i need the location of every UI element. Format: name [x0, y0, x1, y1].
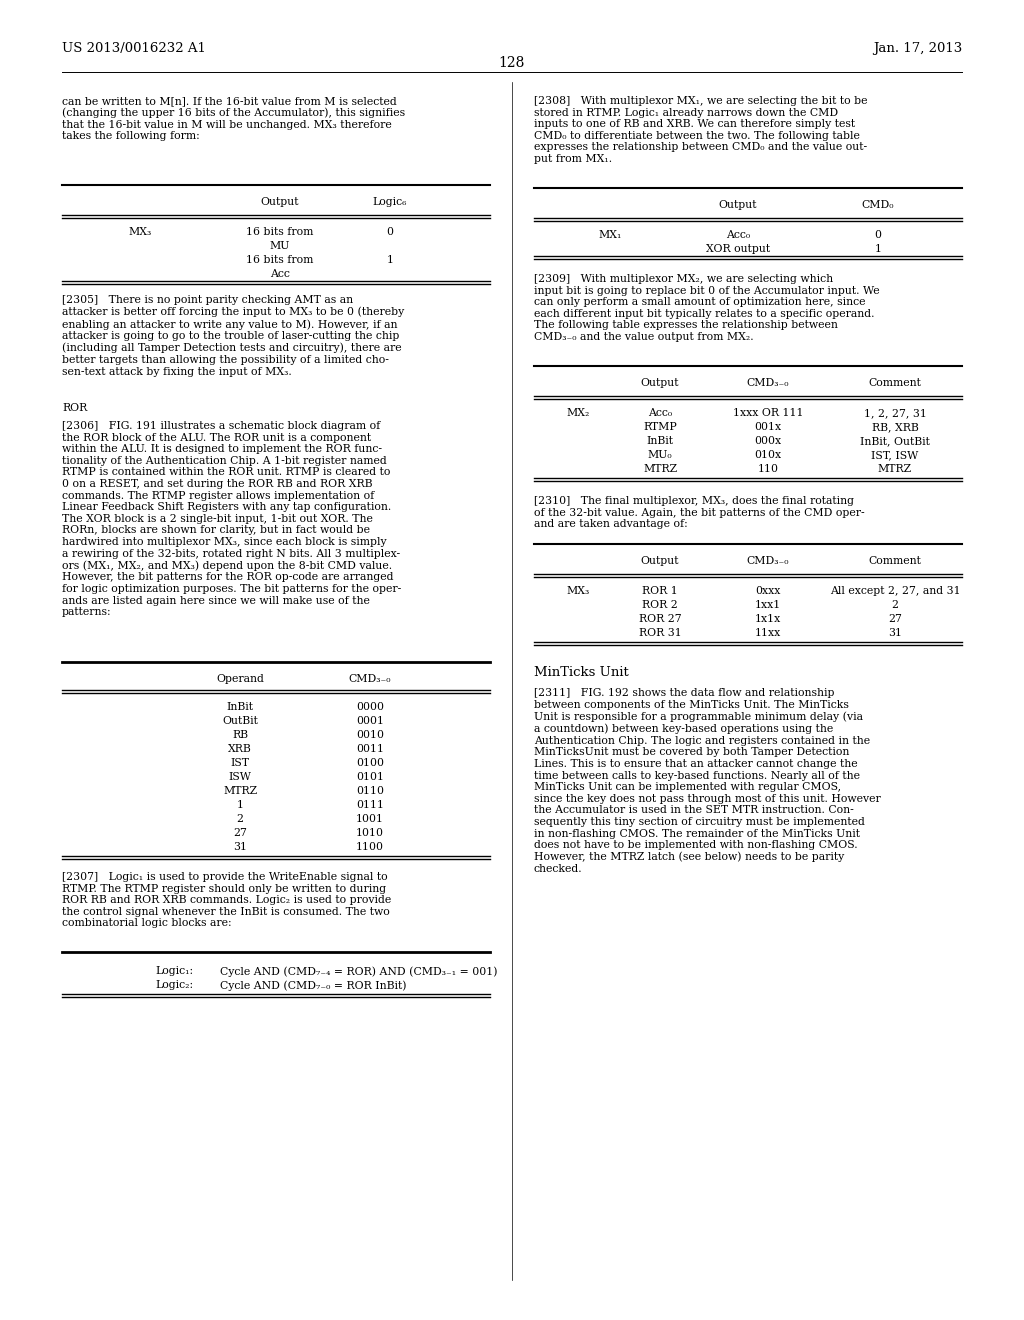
Text: Logic₁:: Logic₁:: [155, 966, 194, 975]
Text: [2309]   With multiplexor MX₂, we are selecting which
input bit is going to repl: [2309] With multiplexor MX₂, we are sele…: [534, 275, 880, 342]
Text: Acc: Acc: [270, 269, 290, 279]
Text: CMD₀: CMD₀: [862, 201, 894, 210]
Text: 0xxx: 0xxx: [756, 586, 780, 597]
Text: 1: 1: [874, 244, 882, 253]
Text: ROR: ROR: [62, 403, 87, 413]
Text: 0: 0: [386, 227, 393, 238]
Text: Output: Output: [261, 197, 299, 207]
Text: [2308]   With multiplexor MX₁, we are selecting the bit to be
stored in RTMP. Lo: [2308] With multiplexor MX₁, we are sele…: [534, 96, 867, 164]
Text: IST: IST: [230, 758, 250, 768]
Text: ROR 2: ROR 2: [642, 601, 678, 610]
Text: 0001: 0001: [356, 715, 384, 726]
Text: Logic₆: Logic₆: [373, 197, 408, 207]
Text: 1xxx OR 111: 1xxx OR 111: [733, 408, 803, 418]
Text: 010x: 010x: [755, 450, 781, 459]
Text: MU₀: MU₀: [648, 450, 673, 459]
Text: 001x: 001x: [755, 422, 781, 432]
Text: 31: 31: [233, 842, 247, 851]
Text: InBit, OutBit: InBit, OutBit: [860, 436, 930, 446]
Text: Acc₀: Acc₀: [726, 230, 750, 240]
Text: MX₃: MX₃: [566, 586, 590, 597]
Text: 31: 31: [888, 628, 902, 638]
Text: IST, ISW: IST, ISW: [871, 450, 919, 459]
Text: RB, XRB: RB, XRB: [871, 422, 919, 432]
Text: 1x1x: 1x1x: [755, 614, 781, 624]
Text: All except 2, 27, and 31: All except 2, 27, and 31: [829, 586, 961, 597]
Text: Comment: Comment: [868, 556, 922, 566]
Text: 1xx1: 1xx1: [755, 601, 781, 610]
Text: CMD₃₋₀: CMD₃₋₀: [746, 378, 790, 388]
Text: ROR 1: ROR 1: [642, 586, 678, 597]
Text: 27: 27: [888, 614, 902, 624]
Text: 0011: 0011: [356, 744, 384, 754]
Text: RTMP: RTMP: [643, 422, 677, 432]
Text: CMD₃₋₀: CMD₃₋₀: [746, 556, 790, 566]
Text: Jan. 17, 2013: Jan. 17, 2013: [872, 42, 962, 55]
Text: 1010: 1010: [356, 828, 384, 838]
Text: Cycle AND (CMD₇₋₄ = ROR) AND (CMD₃₋₁ = 001): Cycle AND (CMD₇₋₄ = ROR) AND (CMD₃₋₁ = 0…: [220, 966, 498, 977]
Text: [2306]   FIG. 191 illustrates a schematic block diagram of
the ROR block of the : [2306] FIG. 191 illustrates a schematic …: [62, 421, 401, 618]
Text: Logic₂:: Logic₂:: [155, 979, 194, 990]
Text: ISW: ISW: [228, 772, 252, 781]
Text: US 2013/0016232 A1: US 2013/0016232 A1: [62, 42, 206, 55]
Text: 1001: 1001: [356, 814, 384, 824]
Text: Acc₀: Acc₀: [648, 408, 672, 418]
Text: 1: 1: [386, 255, 393, 265]
Text: 128: 128: [499, 55, 525, 70]
Text: 2: 2: [237, 814, 244, 824]
Text: 11xx: 11xx: [755, 628, 781, 638]
Text: 0010: 0010: [356, 730, 384, 741]
Text: ROR 27: ROR 27: [639, 614, 681, 624]
Text: Cycle AND (CMD₇₋₀ = ROR InBit): Cycle AND (CMD₇₋₀ = ROR InBit): [220, 979, 407, 990]
Text: 0000: 0000: [356, 702, 384, 711]
Text: MX₁: MX₁: [598, 230, 622, 240]
Text: MinTicks Unit: MinTicks Unit: [534, 667, 629, 678]
Text: MX₂: MX₂: [566, 408, 590, 418]
Text: Output: Output: [641, 378, 679, 388]
Text: 16 bits from: 16 bits from: [247, 227, 313, 238]
Text: 27: 27: [233, 828, 247, 838]
Text: can be written to M[n]. If the 16-bit value from M is selected
(changing the upp: can be written to M[n]. If the 16-bit va…: [62, 96, 406, 141]
Text: 0: 0: [874, 230, 882, 240]
Text: InBit: InBit: [646, 436, 674, 446]
Text: Output: Output: [641, 556, 679, 566]
Text: InBit: InBit: [226, 702, 254, 711]
Text: Comment: Comment: [868, 378, 922, 388]
Text: XRB: XRB: [228, 744, 252, 754]
Text: 000x: 000x: [755, 436, 781, 446]
Text: Output: Output: [719, 201, 758, 210]
Text: 1100: 1100: [356, 842, 384, 851]
Text: MTRZ: MTRZ: [223, 785, 257, 796]
Text: [2307]   Logic₁ is used to provide the WriteEnable signal to
RTMP. The RTMP regi: [2307] Logic₁ is used to provide the Wri…: [62, 873, 391, 928]
Text: 1, 2, 27, 31: 1, 2, 27, 31: [863, 408, 927, 418]
Text: [2305]   There is no point parity checking AMT as an
attacker is better off forc: [2305] There is no point parity checking…: [62, 294, 404, 376]
Text: [2310]   The final multiplexor, MX₃, does the final rotating
of the 32-bit value: [2310] The final multiplexor, MX₃, does …: [534, 496, 864, 529]
Text: Operand: Operand: [216, 675, 264, 684]
Text: 110: 110: [758, 465, 778, 474]
Text: RB: RB: [232, 730, 248, 741]
Text: 16 bits from: 16 bits from: [247, 255, 313, 265]
Text: [2311]   FIG. 192 shows the data flow and relationship
between components of the: [2311] FIG. 192 shows the data flow and …: [534, 688, 881, 874]
Text: MU: MU: [269, 242, 290, 251]
Text: 0110: 0110: [356, 785, 384, 796]
Text: MTRZ: MTRZ: [878, 465, 912, 474]
Text: OutBit: OutBit: [222, 715, 258, 726]
Text: ROR 31: ROR 31: [639, 628, 681, 638]
Text: MTRZ: MTRZ: [643, 465, 677, 474]
Text: 0100: 0100: [356, 758, 384, 768]
Text: 2: 2: [892, 601, 898, 610]
Text: 0101: 0101: [356, 772, 384, 781]
Text: 0111: 0111: [356, 800, 384, 810]
Text: MX₃: MX₃: [128, 227, 152, 238]
Text: 1: 1: [237, 800, 244, 810]
Text: XOR output: XOR output: [706, 244, 770, 253]
Text: CMD₃₋₀: CMD₃₋₀: [349, 675, 391, 684]
